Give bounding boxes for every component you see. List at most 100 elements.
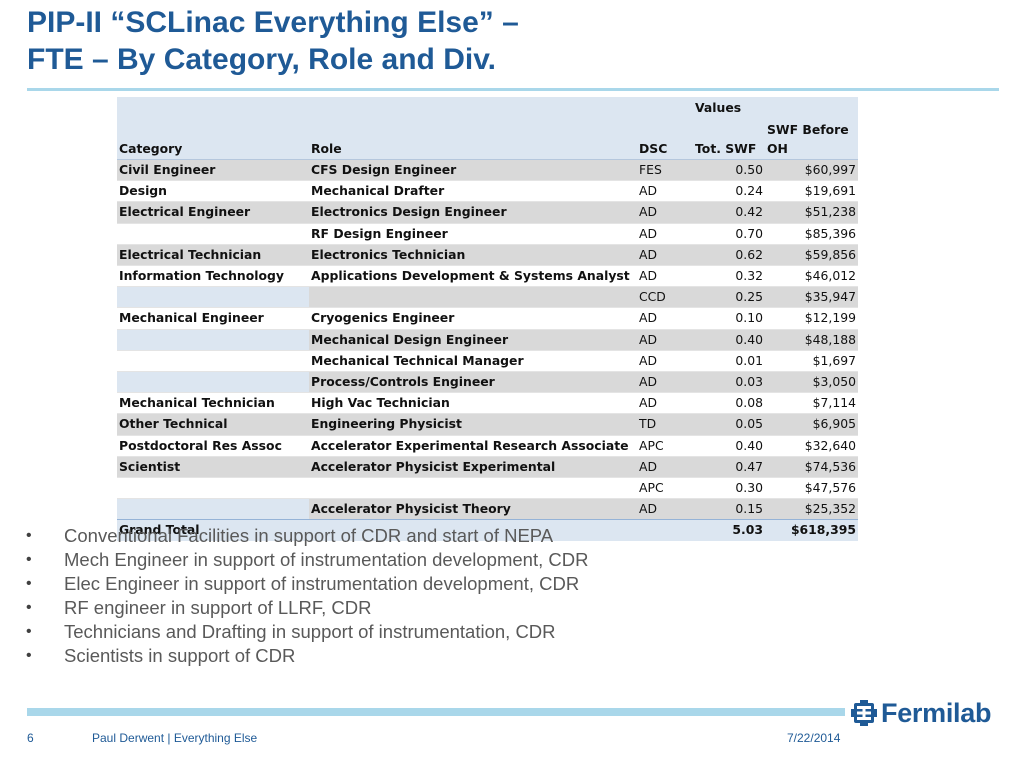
bullet-item: • Mech Engineer in support of instrumenta… — [24, 548, 588, 572]
cell-swf-before-oh: $25,352 — [765, 498, 858, 520]
column-header-tot-swf: Tot. SWF — [693, 118, 765, 160]
cell-swf-before-oh: $1,697 — [765, 349, 858, 372]
cell-swf-before-oh: $59,856 — [765, 243, 858, 266]
fermilab-logo: Fermilab — [851, 697, 991, 729]
cell-dsc: AD — [637, 307, 693, 330]
cell-dsc: AD — [637, 222, 693, 245]
table-row: Postdoctoral Res Assoc Accelerator Experi… — [117, 434, 858, 457]
cell-role: Mechanical Drafter — [309, 180, 637, 202]
bullet-text: Elec Engineer in support of instrumentat… — [64, 573, 580, 594]
table-row: Process/Controls Engineer AD 0.03 $3,050 — [117, 371, 858, 393]
cell-role: Electronics Design Engineer — [309, 201, 637, 224]
cell-role: Engineering Physicist — [309, 413, 637, 436]
cell-swf-before-oh: $85,396 — [765, 222, 858, 245]
cell-role: Mechanical Design Engineer — [309, 328, 637, 351]
cell-swf-before-oh: $12,199 — [765, 307, 858, 330]
cell-dsc: CCD — [637, 286, 693, 308]
table-body: Civil Engineer CFS Design Engineer FES 0.50… — [117, 158, 858, 520]
fermilab-logo-icon — [851, 700, 877, 726]
cell-swf-before-oh: $6,905 — [765, 413, 858, 436]
cell-role: Cryogenics Engineer — [309, 307, 637, 330]
cell-role: RF Design Engineer — [309, 222, 637, 245]
cell-tot-swf: 0.40 — [693, 328, 765, 351]
cell-role: Accelerator Experimental Research Associ… — [309, 434, 637, 457]
table-header-group-row: Values — [117, 97, 858, 118]
cell-dsc: AD — [637, 392, 693, 414]
bullet-item: • Elec Engineer in support of instrumenta… — [24, 572, 588, 596]
table-row: CCD 0.25 $35,947 — [117, 286, 858, 308]
table-row: Design Mechanical Drafter AD 0.24 $19,691 — [117, 180, 858, 202]
cell-category: Electrical Technician — [117, 243, 309, 266]
table-row: Mechanical Technical Manager AD 0.01 $1,697 — [117, 349, 858, 372]
cell-tot-swf: 0.32 — [693, 265, 765, 287]
table-row: Other Technical Engineering Physicist TD 0.… — [117, 413, 858, 436]
cell-category: Design — [117, 180, 309, 202]
cell-tot-swf: 0.05 — [693, 413, 765, 436]
cell-tot-swf: 0.01 — [693, 349, 765, 372]
footer-author: Paul Derwent | Everything Else — [92, 731, 258, 745]
cell-dsc: APC — [637, 477, 693, 499]
cell-role: CFS Design Engineer — [309, 158, 637, 181]
cell-swf-before-oh: $51,238 — [765, 201, 858, 224]
cell-swf-before-oh: $19,691 — [765, 180, 858, 202]
cell-tot-swf: 0.24 — [693, 180, 765, 202]
cell-category: Postdoctoral Res Assoc — [117, 434, 309, 457]
bullet-item: • Scientists in support of CDR — [24, 644, 588, 668]
bullet-text: Scientists in support of CDR — [64, 645, 296, 666]
table-row: Electrical Engineer Electronics Design En… — [117, 201, 858, 224]
cell-tot-swf: 0.15 — [693, 498, 765, 520]
cell-swf-before-oh: $60,997 — [765, 158, 858, 181]
cell-dsc: AD — [637, 243, 693, 266]
slide-title-line1: PIP-II “SCLinac Everything Else” – — [27, 6, 519, 39]
cell-swf-before-oh: $7,114 — [765, 392, 858, 414]
cell-tot-swf: 0.47 — [693, 455, 765, 478]
logo-text: Fermilab — [881, 697, 992, 728]
bullet-item: • Technicians and Drafting in support of … — [24, 620, 588, 644]
cell-role: Accelerator Physicist Theory — [309, 498, 637, 520]
bullet-text: Technicians and Drafting in support of i… — [64, 621, 556, 642]
page-number: 6 — [27, 731, 34, 745]
column-header-swf-before-oh: SWF Before OH — [765, 118, 858, 160]
bullet-text: Mech Engineer in support of instrumentat… — [64, 549, 589, 570]
cell-swf-before-oh: $32,640 — [765, 434, 858, 457]
column-header-dsc: DSC — [637, 118, 693, 160]
cell-role: Electronics Technician — [309, 243, 637, 266]
cell-swf-before-oh: $35,947 — [765, 286, 858, 308]
cell-category: Information Technology — [117, 265, 309, 287]
grand-total-swf-before-oh: $618,395 — [765, 519, 858, 541]
slide-title-line2: FTE – By Category, Role and Div. — [27, 43, 496, 76]
cell-tot-swf: 0.30 — [693, 477, 765, 499]
bullet-list: • Conventional Facilities in support of C… — [24, 524, 588, 668]
column-header-role: Role — [309, 118, 637, 160]
cell-tot-swf: 0.08 — [693, 392, 765, 414]
cell-swf-before-oh: $3,050 — [765, 371, 858, 393]
cell-swf-before-oh: $48,188 — [765, 328, 858, 351]
cell-tot-swf: 0.62 — [693, 243, 765, 266]
cell-swf-before-oh: $47,576 — [765, 477, 858, 499]
cell-category — [117, 477, 309, 499]
cell-dsc: AD — [637, 371, 693, 393]
cell-dsc: FES — [637, 158, 693, 181]
cell-category: Mechanical Engineer — [117, 307, 309, 330]
table-row: Mechanical Design Engineer AD 0.40 $48,188 — [117, 328, 858, 351]
table-row: Electrical Technician Electronics Technic… — [117, 243, 858, 266]
cell-role: Process/Controls Engineer — [309, 371, 637, 393]
table-row: Civil Engineer CFS Design Engineer FES 0.50… — [117, 158, 858, 181]
cell-role: Applications Development & Systems Analy… — [309, 265, 637, 287]
bullet-marker: • — [26, 575, 32, 592]
cell-tot-swf: 0.42 — [693, 201, 765, 224]
bullet-marker: • — [26, 599, 32, 616]
bullet-item: • RF engineer in support of LLRF, CDR — [24, 596, 588, 620]
values-header: Values — [693, 97, 858, 118]
cell-category — [117, 222, 309, 245]
bullet-marker: • — [26, 647, 32, 664]
cell-category: Scientist — [117, 455, 309, 478]
column-header-category: Category — [117, 118, 309, 160]
cell-tot-swf: 0.03 — [693, 371, 765, 393]
cell-category — [117, 328, 309, 351]
table-row: RF Design Engineer AD 0.70 $85,396 — [117, 222, 858, 245]
cell-tot-swf: 0.25 — [693, 286, 765, 308]
cell-category: Mechanical Technician — [117, 392, 309, 414]
cell-swf-before-oh: $74,536 — [765, 455, 858, 478]
cell-tot-swf: 0.10 — [693, 307, 765, 330]
